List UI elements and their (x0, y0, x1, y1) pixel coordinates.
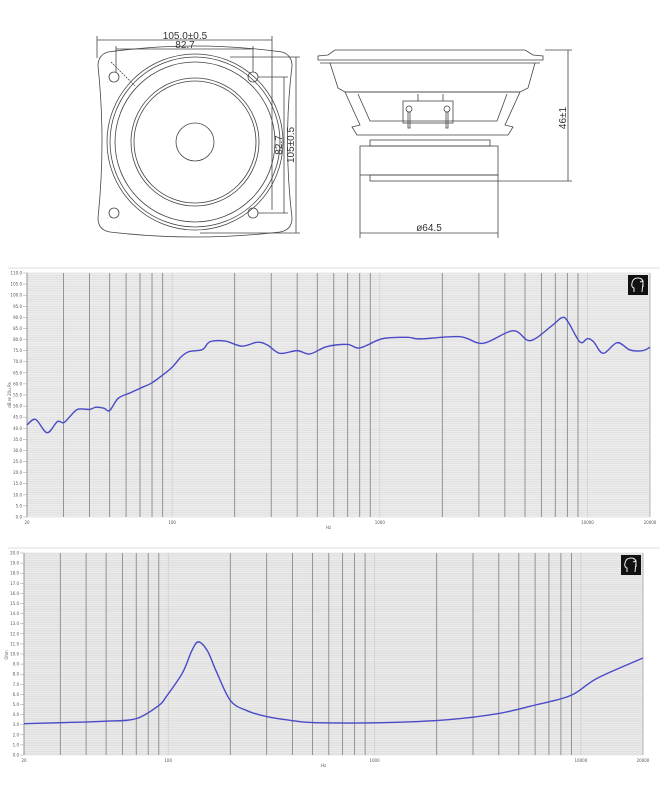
y-tick-label: 19.0 (10, 561, 19, 566)
y-tick-label: 25.0 (13, 459, 22, 464)
mount-hole (247, 207, 259, 219)
y-tick-label: 35.0 (13, 437, 22, 442)
back-plate (369, 139, 491, 147)
y-tick-label: 3.0 (13, 722, 20, 727)
front-view (96, 36, 300, 238)
dim-overall-width: 105.0±0.5 (163, 31, 208, 42)
y-tick-label: 0.0 (16, 515, 23, 520)
y-tick-label: 18.0 (10, 571, 19, 576)
y-tick-label: 5.0 (16, 503, 23, 508)
head-logo-icon (621, 555, 641, 575)
y-tick-label: 4.0 (13, 712, 20, 717)
y-tick-label: 20.0 (10, 551, 19, 556)
x-tick-label: 20 (24, 520, 30, 525)
x-tick-label: 100 (164, 758, 172, 763)
y-tick-label: 1.0 (13, 742, 20, 747)
magnet (359, 145, 499, 176)
y-tick-label: 5.0 (13, 702, 20, 707)
dim-depth: 46±1 (558, 106, 569, 129)
series-line (26, 316, 651, 434)
y-tick-label: 16.0 (10, 591, 19, 596)
y-tick-label: 70.0 (13, 359, 22, 364)
impedance-plot: 0.0 1.0 2.0 3.0 4.0 5.0 6.0 7.0 8.0 9.0 10.0 11.0 12… (4, 547, 660, 768)
x-tick-label: 10000 (581, 520, 594, 525)
x-tick-label: 1000 (375, 520, 386, 525)
y-tick-label: 75.0 (13, 348, 22, 353)
x-tick-label: 20 (21, 758, 27, 763)
y-tick-label: 65.0 (13, 370, 22, 375)
y-tick-label: 7.0 (13, 682, 20, 687)
terminal (407, 111, 411, 129)
y-tick-label: 15.0 (10, 601, 19, 606)
y-tick-label: 50.0 (13, 404, 22, 409)
head-logo-bg (621, 555, 641, 575)
y-tick-label: 13.0 (10, 621, 19, 626)
y-tick-label: 10.0 (10, 652, 19, 657)
y-tick-label: 110.0 (11, 271, 23, 276)
plot-area (27, 273, 650, 517)
mount-hole (108, 207, 120, 219)
dust-cap (175, 122, 215, 162)
cone-basket (329, 62, 536, 93)
frame-outline (97, 45, 293, 238)
x-tick-label: 1000 (369, 758, 380, 763)
x-tick-label: 20000 (637, 758, 650, 763)
flange (317, 49, 544, 61)
technical-drawing: 105.0±0.5 82.7 82.7 105±0.5 ø64.5 46±1 (96, 31, 572, 238)
y-tick-label: 55.0 (13, 393, 22, 398)
side-view (317, 49, 572, 238)
dim-magnet-diameter: ø64.5 (416, 223, 442, 234)
y-axis-label: Ohm (4, 650, 9, 660)
y-tick-label: 95.0 (13, 304, 22, 309)
surround-outer (106, 53, 284, 231)
surround-ring (109, 56, 281, 228)
head-outline (631, 277, 644, 293)
yoke (369, 174, 499, 182)
head-logo-bg (628, 275, 648, 295)
cone-edge (133, 80, 257, 204)
y-tick-label: 40.0 (13, 426, 22, 431)
head-outline (624, 557, 637, 573)
terminal (445, 111, 449, 129)
y-tick-label: 105.0 (11, 282, 23, 287)
y-tick-label: 8.0 (13, 672, 20, 677)
plot-area (24, 553, 643, 755)
x-axis-label: Hz (326, 525, 331, 530)
y-tick-label: 45.0 (13, 415, 22, 420)
y-tick-label: 60.0 (13, 381, 22, 386)
dim-hole-spacing-h: 82.7 (175, 40, 195, 51)
y-tick-label: 20.0 (13, 470, 22, 475)
x-tick-label: 10000 (575, 758, 588, 763)
x-tick-label: 20000 (644, 520, 657, 525)
cone-edge (130, 77, 260, 207)
terminal-block (402, 100, 454, 124)
y-tick-label: 17.0 (10, 581, 19, 586)
y-tick-label: 80.0 (13, 337, 22, 342)
y-tick-label: 11.0 (10, 641, 19, 646)
y-tick-label: 10.0 (13, 492, 22, 497)
y-tick-label: 6.0 (13, 692, 20, 697)
head-logo-icon (628, 275, 648, 295)
y-tick-label: 90.0 (13, 315, 22, 320)
surround-ring (114, 61, 276, 223)
y-axis-label: dB re 20u Pa (7, 382, 12, 408)
dim-hole-spacing-v: 82.7 (274, 135, 285, 155)
spl-plot: 0.0 5.0 10.0 15.0 20.0 25.0 30.0 35.0 40.0 45.0 50… (7, 267, 660, 530)
mount-hole (108, 71, 120, 83)
y-tick-label: 0.0 (13, 753, 20, 758)
x-tick-label: 100 (168, 520, 176, 525)
x-axis-label: Hz (321, 763, 326, 768)
y-tick-label: 85.0 (13, 326, 22, 331)
y-tick-label: 100.0 (11, 293, 23, 298)
y-tick-label: 2.0 (13, 732, 20, 737)
y-tick-label: 14.0 (10, 611, 19, 616)
y-tick-label: 30.0 (13, 448, 22, 453)
y-tick-label: 9.0 (13, 662, 20, 667)
series-line (23, 641, 644, 725)
y-tick-label: 12.0 (10, 631, 19, 636)
y-tick-label: 15.0 (13, 481, 22, 486)
basket-legs (344, 91, 521, 136)
dim-overall-height: 105±0.5 (286, 127, 297, 164)
